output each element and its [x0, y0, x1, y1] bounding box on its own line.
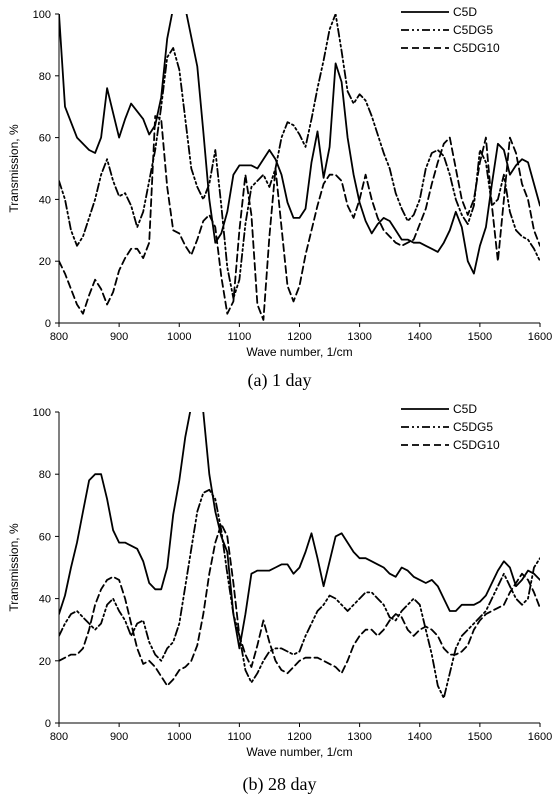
y-tick-label: 20 — [39, 656, 51, 668]
y-tick-label: 0 — [45, 718, 51, 730]
x-axis-title: Wave number, 1/cm — [246, 745, 352, 759]
y-tick-label: 40 — [39, 594, 51, 606]
x-tick-label: 900 — [110, 331, 128, 343]
legend-label-c5dg10: C5DG10 — [453, 438, 500, 452]
y-tick-label: 80 — [39, 469, 51, 481]
series-line-c5dg10 — [59, 523, 540, 687]
x-tick-label: 1600 — [528, 331, 552, 343]
x-tick-label: 800 — [50, 731, 68, 743]
legend-label-c5d: C5D — [453, 402, 477, 416]
y-tick-label: 100 — [33, 407, 51, 419]
x-tick-label: 1200 — [287, 331, 311, 343]
x-tick-label: 800 — [50, 331, 68, 343]
y-axis-title: Transmission, % — [7, 124, 21, 213]
x-tick-label: 1500 — [468, 331, 492, 343]
series-group — [59, 412, 540, 699]
legend-label-c5dg5: C5DG5 — [453, 420, 493, 434]
series-line-c5d — [59, 14, 540, 275]
legend-label-c5dg5: C5DG5 — [453, 23, 493, 37]
chart-panel-a: 0 20 40 60 80 100 800 900 1000 1100 1200 1300 1400 15… — [7, 5, 552, 391]
x-tick-label: 1600 — [528, 731, 552, 743]
y-tick-label: 100 — [33, 9, 51, 21]
y-axis-title: Transmission, % — [7, 523, 21, 612]
x-tick-label: 1400 — [408, 331, 432, 343]
series-line-c5d — [59, 412, 540, 650]
x-tick-label: 1100 — [228, 731, 252, 743]
x-tick-label: 1100 — [228, 331, 252, 343]
y-tick-label: 60 — [39, 133, 51, 145]
x-tick-label: 1000 — [167, 331, 191, 343]
series-line-c5dg10 — [59, 115, 540, 321]
x-tick-label: 1000 — [167, 731, 191, 743]
x-tick-label: 1500 — [468, 731, 492, 743]
x-tick-label: 1400 — [408, 731, 432, 743]
y-tick-label: 80 — [39, 71, 51, 83]
x-axis-title: Wave number, 1/cm — [246, 345, 352, 359]
x-tick-label: 1200 — [287, 731, 311, 743]
y-tick-label: 20 — [39, 256, 51, 268]
panel-caption: (b) 28 day — [243, 774, 317, 795]
series-line-c5dg5 — [59, 488, 540, 699]
x-tick-label: 900 — [110, 731, 128, 743]
series-line-c5dg5 — [59, 14, 540, 300]
panel-caption: (a) 1 day — [248, 370, 312, 391]
chart-panel-b: 0 20 40 60 80 100 800 900 1000 1100 1200 1300 1400 15… — [7, 402, 552, 795]
y-tick-label: 40 — [39, 194, 51, 206]
series-group — [59, 14, 540, 321]
y-tick-label: 0 — [45, 318, 51, 330]
legend-label-c5d: C5D — [453, 5, 477, 19]
x-tick-label: 1300 — [347, 731, 371, 743]
legend-label-c5dg10: C5DG10 — [453, 41, 500, 55]
x-tick-label: 1300 — [347, 331, 371, 343]
y-tick-label: 60 — [39, 531, 51, 543]
